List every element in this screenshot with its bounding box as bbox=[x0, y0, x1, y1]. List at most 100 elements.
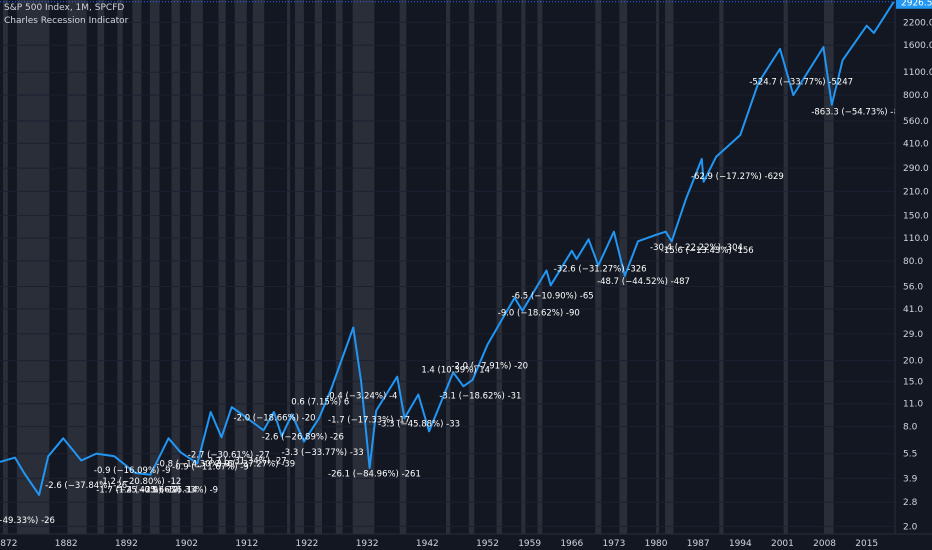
x-tick-label: 1987 bbox=[687, 539, 710, 549]
x-tick-label: 1952 bbox=[476, 539, 499, 549]
recession-band bbox=[595, 0, 602, 534]
indicator-title[interactable]: Charles Recession Indicator bbox=[4, 16, 129, 26]
drawdown-label: -3.1 (−18.62%) -31 bbox=[439, 392, 521, 402]
recession-band bbox=[335, 0, 343, 534]
last-price-badge bbox=[896, 0, 932, 9]
y-tick-label: 56.0 bbox=[903, 283, 923, 293]
drawdown-label: -9.0 (−18.62%) -90 bbox=[498, 308, 580, 318]
recession-band bbox=[496, 0, 502, 534]
y-tick-label: 2200.0 bbox=[903, 18, 932, 28]
drawdown-label: -524.7 (−33.77%) -5247 bbox=[749, 77, 853, 87]
x-tick-label: 1872 bbox=[0, 539, 17, 549]
recession-band bbox=[719, 0, 724, 534]
drawdown-label: -0.9 (−11.67%) -9 bbox=[172, 463, 249, 473]
drawdown-label: -2.6 (−49.33%) -26 bbox=[0, 516, 55, 526]
drawdown-label: -3.3 (−45.88%) -33 bbox=[378, 420, 460, 430]
x-tick-label: 1912 bbox=[235, 539, 258, 549]
drawdown-label: -15.6 (−13.43%) -156 bbox=[661, 246, 754, 256]
y-tick-label: 560.0 bbox=[903, 117, 929, 127]
recession-band bbox=[190, 0, 203, 534]
recession-band bbox=[3, 0, 8, 534]
drawdown-label: -1.7 (−17.33%) -17 bbox=[328, 415, 410, 425]
x-tick-label: 1994 bbox=[729, 539, 752, 549]
drawdown-label: -2.6 (−37.84%) -26 bbox=[45, 481, 127, 491]
drawdown-label: -863.3 (−54.73%) -8633 bbox=[811, 108, 915, 118]
x-tick-label: 1973 bbox=[602, 539, 625, 549]
recession-band bbox=[823, 0, 834, 534]
drawdown-label: 0.6 (7.15%) 6 bbox=[291, 397, 349, 407]
x-tick-label: 2015 bbox=[855, 539, 878, 549]
x-tick-label: 1922 bbox=[296, 539, 319, 549]
recession-band bbox=[171, 0, 180, 534]
y-tick-label: 3.9 bbox=[903, 474, 918, 484]
drawdown-label: -6.5 (−10.90%) -65 bbox=[512, 291, 594, 301]
x-tick-label: 1882 bbox=[55, 539, 78, 549]
drawdown-label: -26.1 (−84.96%) -261 bbox=[328, 470, 421, 480]
drawdown-label: -1.2 (−20.80%) -12 bbox=[99, 477, 181, 487]
recession-band bbox=[537, 0, 543, 534]
drawdown-label: -2.0 (−7.91%) -20 bbox=[451, 361, 528, 371]
recession-band bbox=[234, 0, 247, 534]
y-tick-label: 1100.0 bbox=[903, 68, 932, 78]
y-tick-label: 150.0 bbox=[903, 212, 929, 222]
recession-band bbox=[656, 0, 660, 534]
recession-band bbox=[287, 0, 291, 534]
price-axis bbox=[895, 0, 932, 550]
drawdown-label: -1.4 (−23.66%) -14 bbox=[116, 486, 198, 496]
drawdown-label: -0.4 (−3.24%) -4 bbox=[326, 392, 397, 402]
y-tick-label: 41.0 bbox=[903, 305, 923, 315]
x-tick-label: 2001 bbox=[771, 539, 794, 549]
x-tick-label: 1942 bbox=[416, 539, 439, 549]
recession-band bbox=[149, 0, 160, 534]
last-price-label: 2926.5 bbox=[901, 0, 932, 8]
y-tick-label: 410.0 bbox=[903, 139, 929, 149]
recession-band bbox=[445, 0, 451, 534]
drawdown-label: -3.3 (−33.77%) -33 bbox=[282, 448, 364, 458]
y-tick-label: 290.0 bbox=[903, 164, 929, 174]
recession-band bbox=[314, 0, 323, 534]
drawdown-label: -2.0 (−18.66%) -20 bbox=[234, 414, 316, 424]
recession-band bbox=[399, 0, 407, 534]
drawdown-label: -0.9 (−16.09%) -9 bbox=[94, 466, 171, 476]
recession-band bbox=[783, 0, 788, 534]
drawdown-label: -3.9 (−37.27%) -39 bbox=[213, 459, 295, 469]
drawdown-label: -2.7 (−31.34%) -27 bbox=[205, 456, 287, 466]
y-tick-label: 11.0 bbox=[903, 400, 923, 410]
x-tick-label: 1980 bbox=[645, 539, 668, 549]
drawdown-label: -48.7 (−44.52%) -487 bbox=[597, 277, 690, 287]
drawdown-label: -62.9 (−17.27%) -629 bbox=[691, 172, 784, 182]
recession-band bbox=[468, 0, 475, 534]
time-axis bbox=[0, 534, 932, 550]
recession-band bbox=[117, 0, 123, 534]
drawdown-label: -1.7 (−25.43%) -17 bbox=[96, 486, 178, 496]
recession-band bbox=[67, 0, 87, 534]
x-tick-label: 1892 bbox=[115, 539, 138, 549]
recession-band bbox=[97, 0, 105, 534]
y-tick-label: 5.5 bbox=[903, 450, 917, 460]
x-tick-label: 1966 bbox=[560, 539, 583, 549]
recession-band bbox=[294, 0, 304, 534]
drawdown-label: -0.9 (−16.33%) -9 bbox=[141, 486, 218, 496]
x-tick-label: 1932 bbox=[356, 539, 379, 549]
symbol-title[interactable]: S&P 500 Index, 1M, SPCFD bbox=[4, 3, 125, 13]
y-tick-label: 110.0 bbox=[903, 234, 929, 244]
drawdown-label: -30.4 (−22.22%) -304 bbox=[650, 243, 743, 253]
drawdown-label: -32.6 (−31.27%) -326 bbox=[554, 265, 647, 275]
recession-band bbox=[665, 0, 674, 534]
recession-band bbox=[218, 0, 226, 534]
x-tick-label: 1902 bbox=[175, 539, 198, 549]
y-tick-label: 2.8 bbox=[903, 498, 918, 508]
price-line bbox=[0, 1, 895, 496]
y-tick-label: 15.0 bbox=[903, 377, 923, 387]
y-tick-label: 2.0 bbox=[903, 522, 918, 532]
drawdown-label: -0.8 (−14.30%) -8 bbox=[156, 459, 233, 469]
x-tick-label: 1959 bbox=[518, 539, 541, 549]
drawdown-label: -2.7 (−30.61%) -27 bbox=[188, 451, 270, 461]
drawdown-label: -2.6 (−26.89%) -26 bbox=[262, 432, 344, 442]
y-tick-label: 20.0 bbox=[903, 357, 923, 367]
recession-band bbox=[132, 0, 142, 534]
y-tick-label: 1600.0 bbox=[903, 41, 932, 51]
drawdown-label: 1.4 (10.39%) 14 bbox=[421, 365, 490, 375]
recession-band bbox=[521, 0, 526, 534]
